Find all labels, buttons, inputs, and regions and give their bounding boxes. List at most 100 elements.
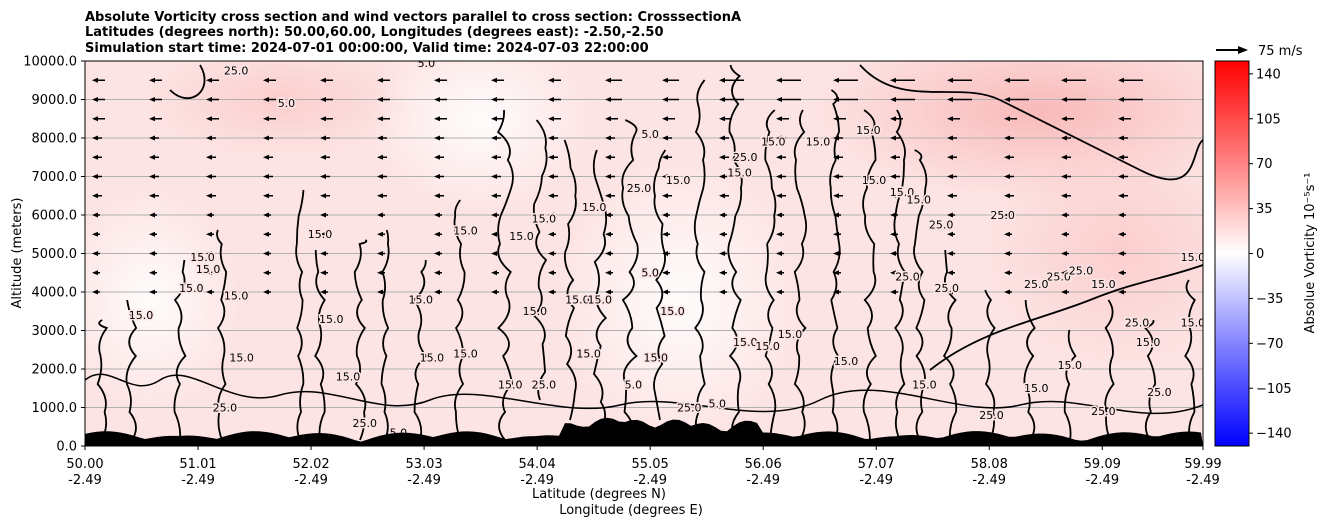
wind-vector-arrowhead bbox=[776, 174, 782, 179]
colorbar-tick-label: −105 bbox=[1256, 382, 1292, 397]
wind-vector-arrowhead bbox=[719, 77, 725, 83]
colorbar-tick-label: 70 bbox=[1256, 157, 1273, 172]
wind-vectors bbox=[92, 77, 1143, 295]
wind-vector-arrowhead bbox=[605, 231, 611, 237]
wind-vector-arrowhead bbox=[320, 116, 326, 122]
contour-line bbox=[693, 79, 706, 441]
x-axis-label: Latitude (degrees N) bbox=[532, 487, 666, 502]
contour-label: 15.0 bbox=[1024, 382, 1049, 395]
wind-vector-arrowhead bbox=[833, 231, 839, 237]
contour-line bbox=[862, 109, 877, 441]
wind-vector-arrowhead bbox=[833, 289, 839, 295]
contour-line bbox=[929, 264, 1203, 371]
contour-label: 25.0 bbox=[1024, 278, 1049, 291]
contour-line bbox=[653, 149, 667, 421]
contour-label: 15.0 bbox=[565, 294, 590, 307]
wind-vector-arrowhead bbox=[776, 270, 782, 276]
wind-vector-arrowhead bbox=[947, 212, 953, 218]
wind-vector-arrowhead bbox=[320, 135, 326, 141]
wind-vector-arrowhead bbox=[1118, 270, 1124, 276]
wind-vector-arrowhead bbox=[434, 212, 440, 218]
wind-vector-arrowhead bbox=[320, 251, 326, 256]
contour-label: 15.0 bbox=[308, 228, 333, 241]
wind-vector-arrowhead bbox=[263, 270, 269, 276]
x-tick-label-lon: -2.49 bbox=[972, 473, 1006, 488]
wind-vector-arrowhead bbox=[491, 116, 497, 122]
wind-vector-arrowhead bbox=[320, 174, 326, 179]
contour-label: 15.0 bbox=[453, 224, 478, 237]
contour-label: 5.0 bbox=[641, 128, 659, 141]
wind-vector-arrowhead bbox=[263, 251, 269, 256]
wind-vector-arrowhead bbox=[776, 289, 782, 295]
contour-label: 15.0 bbox=[755, 340, 780, 353]
contour-line bbox=[412, 259, 428, 441]
contour-line bbox=[592, 149, 608, 431]
x-tick-label-lon: -2.49 bbox=[746, 473, 780, 488]
x-tick-label-lon: -2.49 bbox=[294, 473, 328, 488]
contour-label: 15.0 bbox=[509, 230, 534, 243]
wind-vector-arrowhead bbox=[149, 77, 155, 83]
y-tick-label: 8000.0 bbox=[32, 132, 78, 147]
wind-vector-arrowhead bbox=[1061, 154, 1067, 160]
contour-label: 15.0 bbox=[660, 305, 685, 318]
x-tick-label-lat: 59.09 bbox=[1084, 457, 1121, 472]
wind-vector-arrowhead bbox=[92, 193, 98, 199]
wind-vector-arrowhead bbox=[434, 135, 440, 141]
wind-vector-arrowhead bbox=[491, 193, 497, 199]
contour-line bbox=[173, 259, 187, 441]
contour-line bbox=[453, 199, 466, 441]
y-axis: 0.0 1000.0 2000.0 3000.0 4000.0 5000.0 6000.0 7… bbox=[23, 55, 85, 455]
x-tick-label-lat: 54.04 bbox=[519, 457, 556, 472]
contour-label: 15.0 bbox=[806, 136, 831, 149]
wind-vector-arrowhead bbox=[206, 231, 212, 237]
wind-vector-arrowhead bbox=[1061, 231, 1067, 237]
wind-vector-arrowhead bbox=[263, 97, 269, 102]
wind-vector-arrowhead bbox=[206, 97, 212, 102]
wind-vector-arrowhead bbox=[1004, 174, 1010, 179]
contour-line bbox=[621, 119, 639, 441]
wind-vector-arrowhead bbox=[548, 289, 554, 295]
wind-vector-arrowhead bbox=[491, 251, 497, 256]
wind-vector-arrowhead bbox=[1004, 251, 1010, 256]
wind-vector-arrowhead bbox=[149, 212, 155, 218]
chart-title-line-3: Simulation start time: 2024-07-01 00:00:… bbox=[85, 41, 649, 56]
x-tick-label-lat: 59.99 bbox=[1184, 457, 1221, 472]
contour-label: 15.0 bbox=[666, 174, 691, 187]
wind-vector-arrowhead bbox=[548, 154, 554, 160]
wind-vector-arrowhead bbox=[890, 97, 896, 102]
wind-vector-arrowhead bbox=[263, 231, 269, 237]
wind-vector-arrowhead bbox=[719, 174, 725, 179]
wind-vector-arrowhead bbox=[890, 212, 896, 218]
wind-vector-arrowhead bbox=[491, 154, 497, 160]
wind-vector-arrowhead bbox=[92, 135, 98, 141]
y-tick-label: 3000.0 bbox=[32, 324, 78, 339]
wind-vector-arrowhead bbox=[605, 174, 611, 179]
vorticity-low-region bbox=[85, 190, 240, 410]
wind-vector-arrowhead bbox=[1118, 212, 1124, 218]
contour-line bbox=[859, 64, 1203, 181]
wind-vector-arrowhead bbox=[890, 116, 896, 122]
wind-vector-arrowhead bbox=[1061, 270, 1067, 276]
wind-vector-arrowhead bbox=[776, 251, 782, 256]
x-tick-label-lon: -2.49 bbox=[1186, 473, 1220, 488]
wind-vector-arrowhead bbox=[1118, 174, 1124, 179]
contour-label: 5.0 bbox=[418, 57, 436, 70]
wind-vector-arrowhead bbox=[434, 270, 440, 276]
contour-line bbox=[295, 189, 305, 441]
wind-vector-arrowhead bbox=[947, 193, 953, 199]
contour-label: 15.0 bbox=[733, 336, 758, 349]
contour-line bbox=[1143, 319, 1157, 441]
wind-vector-arrowhead bbox=[662, 77, 668, 83]
contour-label: 15.0 bbox=[1136, 336, 1161, 349]
contour-label: 15.0 bbox=[906, 193, 931, 206]
wind-vector-arrowhead bbox=[662, 289, 668, 295]
wind-vector-arrowhead bbox=[548, 251, 554, 256]
contour-line bbox=[532, 119, 548, 401]
wind-vector-arrowhead bbox=[1061, 193, 1067, 199]
wind-vector-arrowhead bbox=[149, 97, 155, 102]
wind-vector-arrowhead bbox=[377, 270, 383, 276]
contour-label: 15.0 bbox=[453, 347, 478, 360]
wind-vector-arrowhead bbox=[605, 251, 611, 256]
wind-vector-arrowhead bbox=[206, 193, 212, 199]
contour-label: 15.0 bbox=[834, 355, 859, 368]
